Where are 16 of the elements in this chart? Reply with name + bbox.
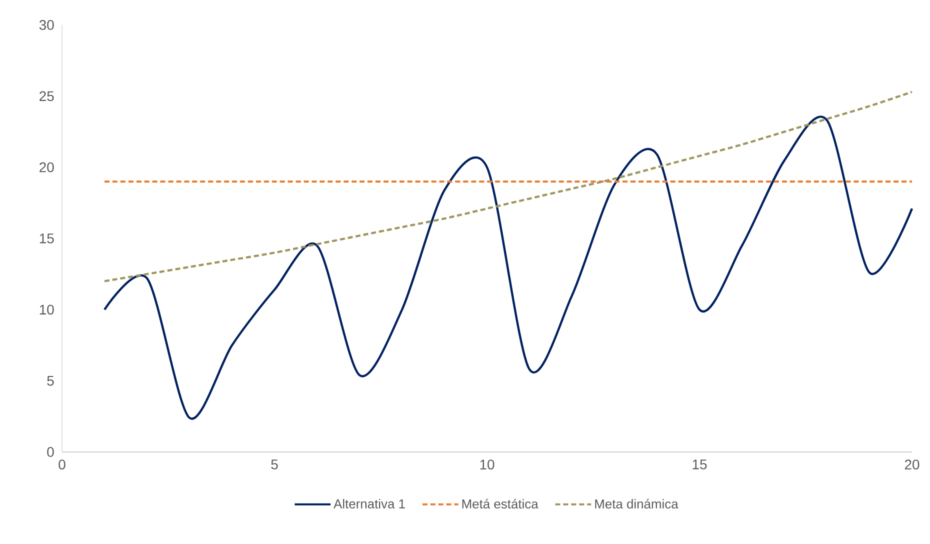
y-tick-label: 15	[40, 234, 54, 244]
y-tick-label: 0	[47, 447, 54, 457]
x-tick-label: 10	[480, 460, 494, 470]
y-tick-label: 5	[47, 376, 54, 386]
x-tick-label: 20	[904, 460, 920, 470]
y-tick-label: 30	[39, 20, 54, 30]
y-tick-label: 20	[40, 162, 54, 172]
legend-label: Alternativa 1	[334, 498, 405, 508]
line-series	[103, 90, 914, 282]
x-tick-label: 5	[271, 460, 278, 470]
x-tick-label: 15	[692, 460, 707, 470]
x-tick-label: 0	[58, 460, 66, 470]
y-tick-label: 10	[40, 304, 54, 315]
y-tick-label: 25	[40, 91, 54, 102]
legend-label: Meta dinámica	[595, 498, 678, 509]
legend-label: Metá estática	[462, 498, 538, 509]
